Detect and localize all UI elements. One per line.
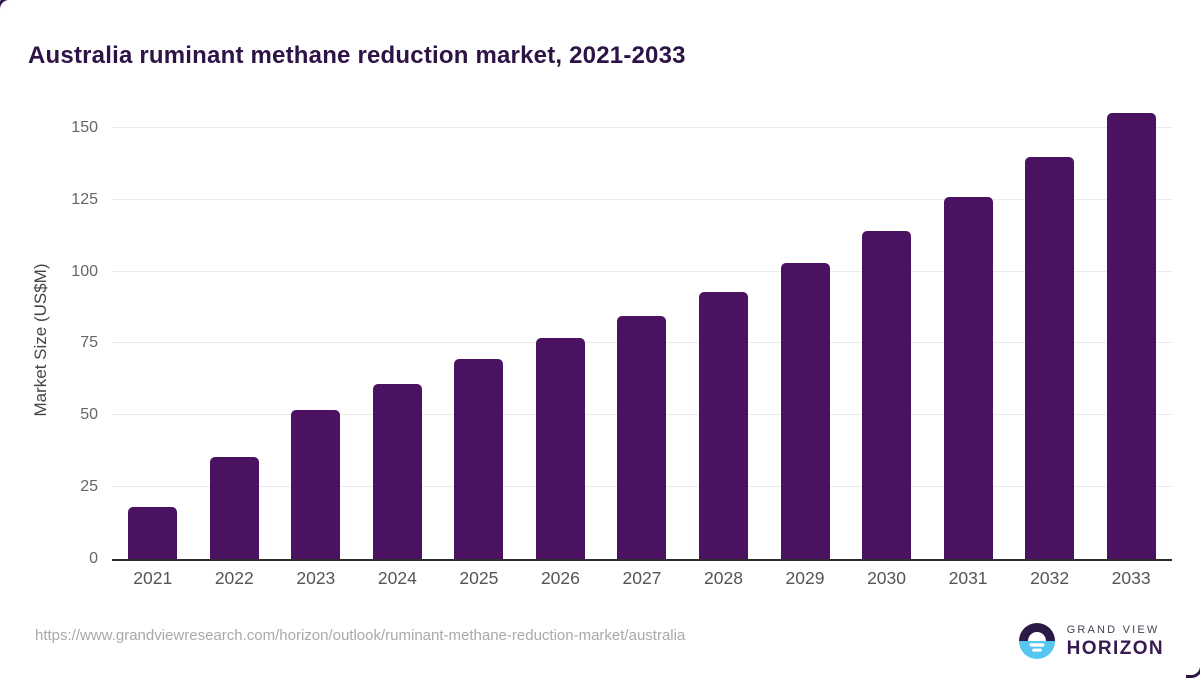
x-tick-label: 2032 bbox=[1030, 568, 1070, 588]
bar-band bbox=[764, 99, 846, 559]
x-tick-label: 2027 bbox=[622, 568, 662, 588]
logo-reflection-2 bbox=[1031, 648, 1042, 652]
bar-2031 bbox=[943, 196, 993, 559]
bar-2032 bbox=[1025, 156, 1075, 559]
x-tick-label: 2025 bbox=[459, 568, 499, 588]
bar-band bbox=[112, 99, 194, 559]
x-tick-label: 2031 bbox=[948, 568, 988, 588]
grand-view-horizon-logo: GRAND VIEW HORIZON bbox=[1017, 621, 1164, 661]
bar-band bbox=[601, 99, 683, 559]
logo-sun-dome bbox=[1027, 632, 1046, 641]
bar-2027 bbox=[617, 316, 667, 559]
bar-2023 bbox=[291, 409, 341, 559]
bar-band bbox=[846, 99, 928, 559]
bar-chart-plot-area bbox=[112, 99, 1172, 561]
bar-2026 bbox=[535, 337, 585, 559]
bars-container bbox=[112, 99, 1172, 559]
logo-line-horizon: HORIZON bbox=[1066, 637, 1164, 659]
horizon-sun-icon bbox=[1018, 623, 1055, 659]
y-axis-ticks: 0 25 50 75 100 125 150 bbox=[0, 99, 98, 567]
y-tick-label: 0 bbox=[89, 550, 98, 567]
x-tick-label: 2033 bbox=[1111, 568, 1151, 588]
bar-2029 bbox=[780, 262, 830, 559]
bar-band bbox=[927, 99, 1009, 559]
bar-2022 bbox=[209, 456, 259, 559]
y-tick-label: 75 bbox=[80, 334, 98, 352]
gridline bbox=[112, 198, 1172, 200]
bar-band bbox=[1009, 99, 1091, 559]
x-tick-label: 2028 bbox=[704, 568, 743, 588]
x-tick-label: 2029 bbox=[785, 568, 825, 588]
bar-2025 bbox=[454, 359, 504, 559]
y-tick-label: 100 bbox=[71, 262, 98, 280]
y-tick-label: 25 bbox=[80, 478, 98, 496]
source-url: https://www.grandviewresearch.com/horizo… bbox=[35, 627, 686, 644]
x-tick-label: 2030 bbox=[867, 568, 907, 588]
x-tick-label: 2024 bbox=[377, 568, 417, 588]
logo-reflection-1 bbox=[1029, 643, 1045, 647]
x-axis-labels: 2021 2022 2023 2024 2025 2026 2027 2028 2029 2030… bbox=[112, 568, 1172, 589]
bar-2028 bbox=[698, 291, 748, 559]
x-tick-label: 2026 bbox=[540, 568, 580, 588]
bar-band bbox=[275, 99, 357, 559]
page-title: Australia ruminant methane reduction mar… bbox=[28, 42, 686, 70]
y-tick-label: 50 bbox=[80, 406, 98, 424]
x-tick-label: 2022 bbox=[214, 568, 254, 588]
bar-2033 bbox=[1106, 113, 1156, 559]
bar-2030 bbox=[862, 231, 912, 559]
frame-corner-bottom-right bbox=[1186, 661, 1200, 678]
bar-band bbox=[520, 99, 602, 559]
bar-band bbox=[683, 99, 765, 559]
logo-line-grand-view: GRAND VIEW bbox=[1066, 623, 1160, 636]
bar-band bbox=[194, 99, 276, 559]
bar-2021 bbox=[128, 507, 178, 559]
x-tick-label: 2023 bbox=[296, 568, 336, 588]
gridline bbox=[112, 126, 1172, 128]
bar-band bbox=[1090, 99, 1172, 559]
gridline bbox=[112, 270, 1172, 272]
y-tick-label: 150 bbox=[71, 118, 98, 136]
bar-band bbox=[357, 99, 439, 559]
frame-corner-top-left bbox=[0, 0, 14, 14]
bar-2024 bbox=[372, 383, 422, 559]
bar-band bbox=[438, 99, 520, 559]
logo-text: GRAND VIEW HORIZON bbox=[1066, 623, 1164, 659]
x-tick-label: 2021 bbox=[133, 568, 173, 588]
y-tick-label: 125 bbox=[71, 190, 98, 208]
